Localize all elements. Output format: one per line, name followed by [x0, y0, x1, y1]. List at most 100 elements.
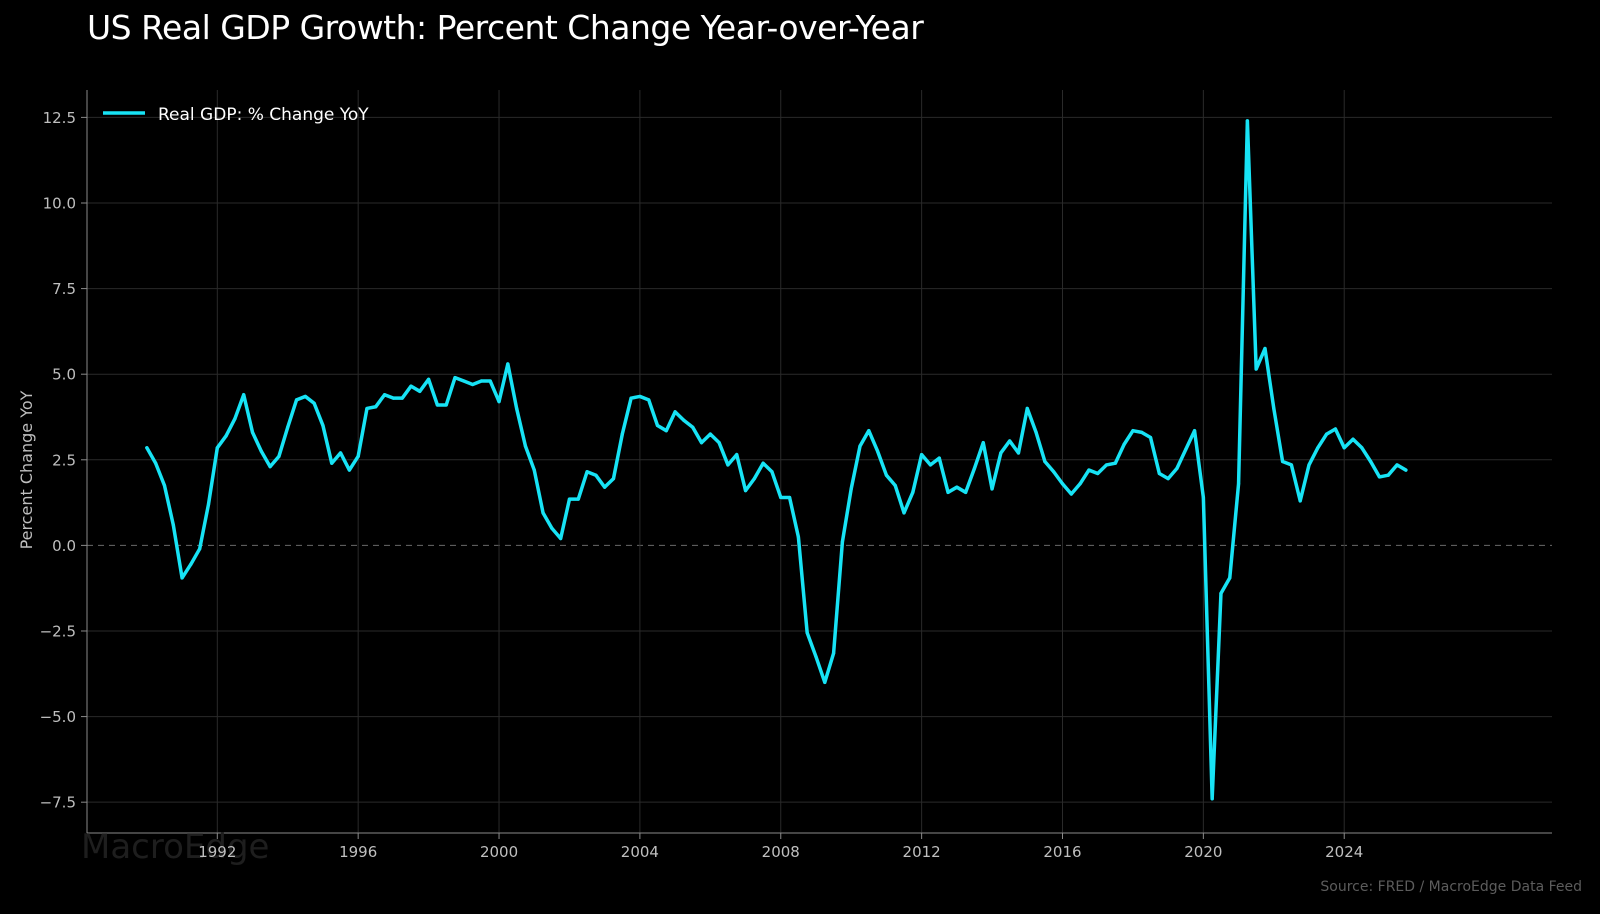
data-point — [1131, 429, 1135, 433]
data-point — [1351, 437, 1355, 441]
data-point — [1245, 119, 1249, 123]
data-point — [453, 376, 457, 380]
data-point — [1166, 477, 1170, 481]
data-point — [902, 511, 906, 515]
data-point — [1395, 463, 1399, 467]
data-point — [823, 680, 827, 684]
data-point — [391, 396, 395, 400]
data-point — [787, 495, 792, 500]
data-point — [576, 497, 580, 501]
data-point — [655, 423, 660, 428]
data-point — [1096, 471, 1100, 476]
data-point — [532, 468, 536, 472]
data-point — [162, 483, 167, 488]
data-point — [418, 389, 422, 393]
data-point — [312, 401, 316, 405]
y-tick-label: 12.5 — [43, 109, 76, 127]
data-point — [1272, 406, 1276, 411]
data-point — [206, 502, 211, 506]
data-point — [1377, 475, 1382, 479]
data-point — [382, 393, 387, 397]
data-point — [198, 547, 202, 551]
data-point — [400, 396, 404, 400]
data-point — [444, 403, 448, 407]
data-point — [356, 454, 360, 458]
data-point — [946, 490, 950, 494]
data-point — [1254, 367, 1258, 371]
data-point — [691, 425, 695, 429]
data-point — [189, 562, 193, 566]
data-point — [154, 461, 158, 465]
data-point — [805, 631, 809, 635]
data-point — [1316, 446, 1320, 450]
data-point — [1192, 429, 1197, 433]
series-lines — [145, 119, 1408, 801]
data-point — [435, 403, 440, 407]
x-tick-label: 1992 — [198, 843, 236, 861]
data-point — [1078, 482, 1082, 486]
data-point — [426, 377, 431, 381]
data-point — [1008, 439, 1012, 443]
data-point — [937, 456, 941, 460]
data-point — [743, 489, 748, 493]
data-point — [550, 526, 554, 530]
data-point — [224, 434, 228, 438]
data-point — [831, 651, 836, 655]
data-point — [1148, 435, 1153, 440]
data-point — [1060, 482, 1065, 486]
data-point — [972, 466, 977, 470]
data-point — [664, 429, 668, 433]
x-tick-label: 2024 — [1325, 843, 1363, 861]
x-tick-label: 2004 — [621, 843, 659, 861]
data-point — [814, 655, 818, 659]
data-point — [559, 536, 563, 541]
tick-labels: −7.5 −5.0 −2.5 0.0 2.5 5.0 7.5 10.0 12.5 1992 1996… — [40, 109, 1364, 861]
data-point — [638, 394, 642, 399]
data-point — [647, 398, 651, 402]
data-point — [1069, 492, 1073, 496]
data-point — [303, 394, 307, 399]
data-point — [1289, 463, 1293, 467]
data-point — [233, 417, 237, 421]
data-point — [215, 446, 219, 450]
data-point — [347, 468, 351, 472]
data-point — [506, 362, 510, 366]
data-point — [955, 485, 959, 489]
data-point — [1219, 591, 1223, 595]
source-note: Source: FRED / MacroEdge Data Feed — [1320, 879, 1582, 895]
data-point — [735, 453, 739, 457]
data-point — [876, 449, 880, 453]
x-tick-label: 2016 — [1043, 843, 1081, 861]
y-tick-label: 0.0 — [52, 537, 76, 555]
data-point — [1280, 459, 1285, 464]
data-point — [1386, 473, 1390, 477]
y-tick-label: −5.0 — [40, 708, 76, 726]
data-point — [726, 463, 730, 467]
data-point — [981, 441, 985, 445]
data-point — [180, 576, 184, 580]
data-point — [1333, 427, 1338, 431]
data-point — [858, 444, 862, 448]
data-point — [717, 441, 721, 445]
data-point — [1122, 442, 1126, 446]
data-point — [1157, 471, 1161, 476]
y-tick-label: 10.0 — [43, 194, 76, 212]
legend-label: Real GDP: % Change YoY — [158, 105, 369, 125]
data-point — [268, 465, 272, 469]
data-point — [867, 429, 871, 433]
data-point — [673, 410, 677, 414]
data-point — [250, 430, 255, 434]
data-point — [277, 454, 281, 458]
data-point — [752, 477, 756, 481]
data-point — [1184, 447, 1188, 452]
chart-axes — [81, 90, 1552, 839]
data-point — [1228, 576, 1232, 580]
data-point — [1298, 499, 1302, 503]
data-point — [567, 497, 572, 501]
data-point — [171, 523, 175, 527]
data-point — [629, 396, 633, 400]
data-point — [330, 461, 334, 465]
data-point — [1087, 468, 1091, 472]
data-point — [1043, 459, 1047, 464]
data-point — [840, 540, 844, 544]
